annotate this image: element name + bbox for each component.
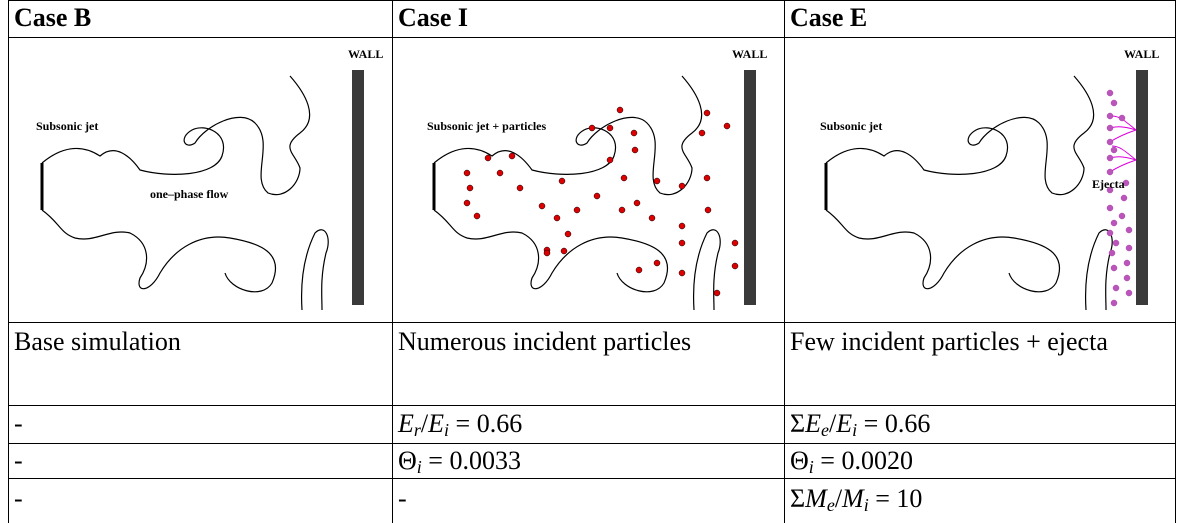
rule: [8, 443, 1176, 444]
math-piece: Θ: [790, 446, 809, 475]
diagram: WALL Subsonic jet one–phase flow: [36, 47, 383, 312]
table-cell: -: [8, 481, 392, 517]
rule: [8, 0, 1176, 1]
math-piece: i: [416, 457, 422, 477]
table-cell: Θi = 0.0020: [784, 443, 1176, 479]
description: Numerous incident particles: [398, 327, 692, 356]
table-cell: -: [8, 406, 392, 442]
description: Few incident particles + ejecta: [790, 327, 1108, 356]
math-piece: -: [14, 409, 23, 438]
column-header: Case E: [790, 3, 868, 32]
math-piece: E: [805, 409, 822, 438]
table-cell: ΣEe/Ei = 0.66: [784, 406, 1176, 442]
diagram-label: Subsonic jet: [36, 119, 98, 133]
column-header: Case I: [398, 3, 469, 32]
rule: [8, 322, 1176, 323]
rule: [784, 0, 785, 523]
table-cell: Er/Ei = 0.66: [392, 406, 784, 442]
math-piece: E: [398, 409, 414, 438]
table-cell: ΣMe/Mi = 10: [784, 481, 1176, 517]
math-piece: = 0.0020: [813, 446, 913, 475]
math-piece: e: [826, 495, 835, 515]
rule: [8, 37, 1176, 38]
diagram: WALL Subsonic jet + particles: [427, 47, 767, 312]
rule: [8, 0, 9, 523]
wall-label: WALL: [1124, 47, 1159, 61]
math-piece: r: [413, 420, 421, 440]
math-piece: -: [398, 484, 407, 513]
diagram-label: one–phase flow: [150, 187, 229, 201]
math-piece: M: [805, 484, 827, 513]
rule: [8, 478, 1176, 479]
math-piece: /: [834, 484, 843, 513]
wall-label: WALL: [348, 47, 383, 61]
table-cell: -: [392, 481, 784, 517]
math-piece: Θ: [398, 446, 417, 475]
column-header: Case B: [14, 3, 92, 32]
rule: [392, 0, 393, 523]
math-piece: i: [808, 457, 814, 477]
math-piece: = 0.66: [857, 409, 931, 438]
diagram-label: Subsonic jet: [820, 119, 882, 133]
math-piece: = 10: [868, 484, 923, 513]
math-piece: = 0.66: [449, 409, 523, 438]
diagram-label: Ejecta: [1092, 177, 1125, 191]
math-piece: E: [428, 409, 445, 438]
math-piece: Σ: [790, 484, 806, 513]
math-piece: /: [829, 409, 837, 438]
table-cell: -: [8, 443, 392, 479]
math-piece: Σ: [790, 409, 806, 438]
math-piece: = 0.0033: [421, 446, 521, 475]
math-piece: E: [836, 409, 853, 438]
diagram-label: Subsonic jet + particles: [427, 119, 546, 133]
rule: [8, 405, 1176, 406]
math-piece: i: [444, 420, 450, 440]
wall-label: WALL: [732, 47, 767, 61]
description: Base simulation: [14, 327, 181, 356]
table-cell: Θi = 0.0033: [392, 443, 784, 479]
math-piece: e: [821, 420, 830, 440]
diagram: WALL Subsonic jet Ejecta: [820, 47, 1159, 312]
math-piece: i: [852, 420, 858, 440]
math-piece: -: [14, 484, 23, 513]
math-piece: i: [863, 495, 869, 515]
rule: [1175, 0, 1176, 523]
math-piece: /: [420, 409, 429, 438]
math-piece: M: [842, 484, 864, 513]
math-piece: -: [14, 446, 23, 475]
